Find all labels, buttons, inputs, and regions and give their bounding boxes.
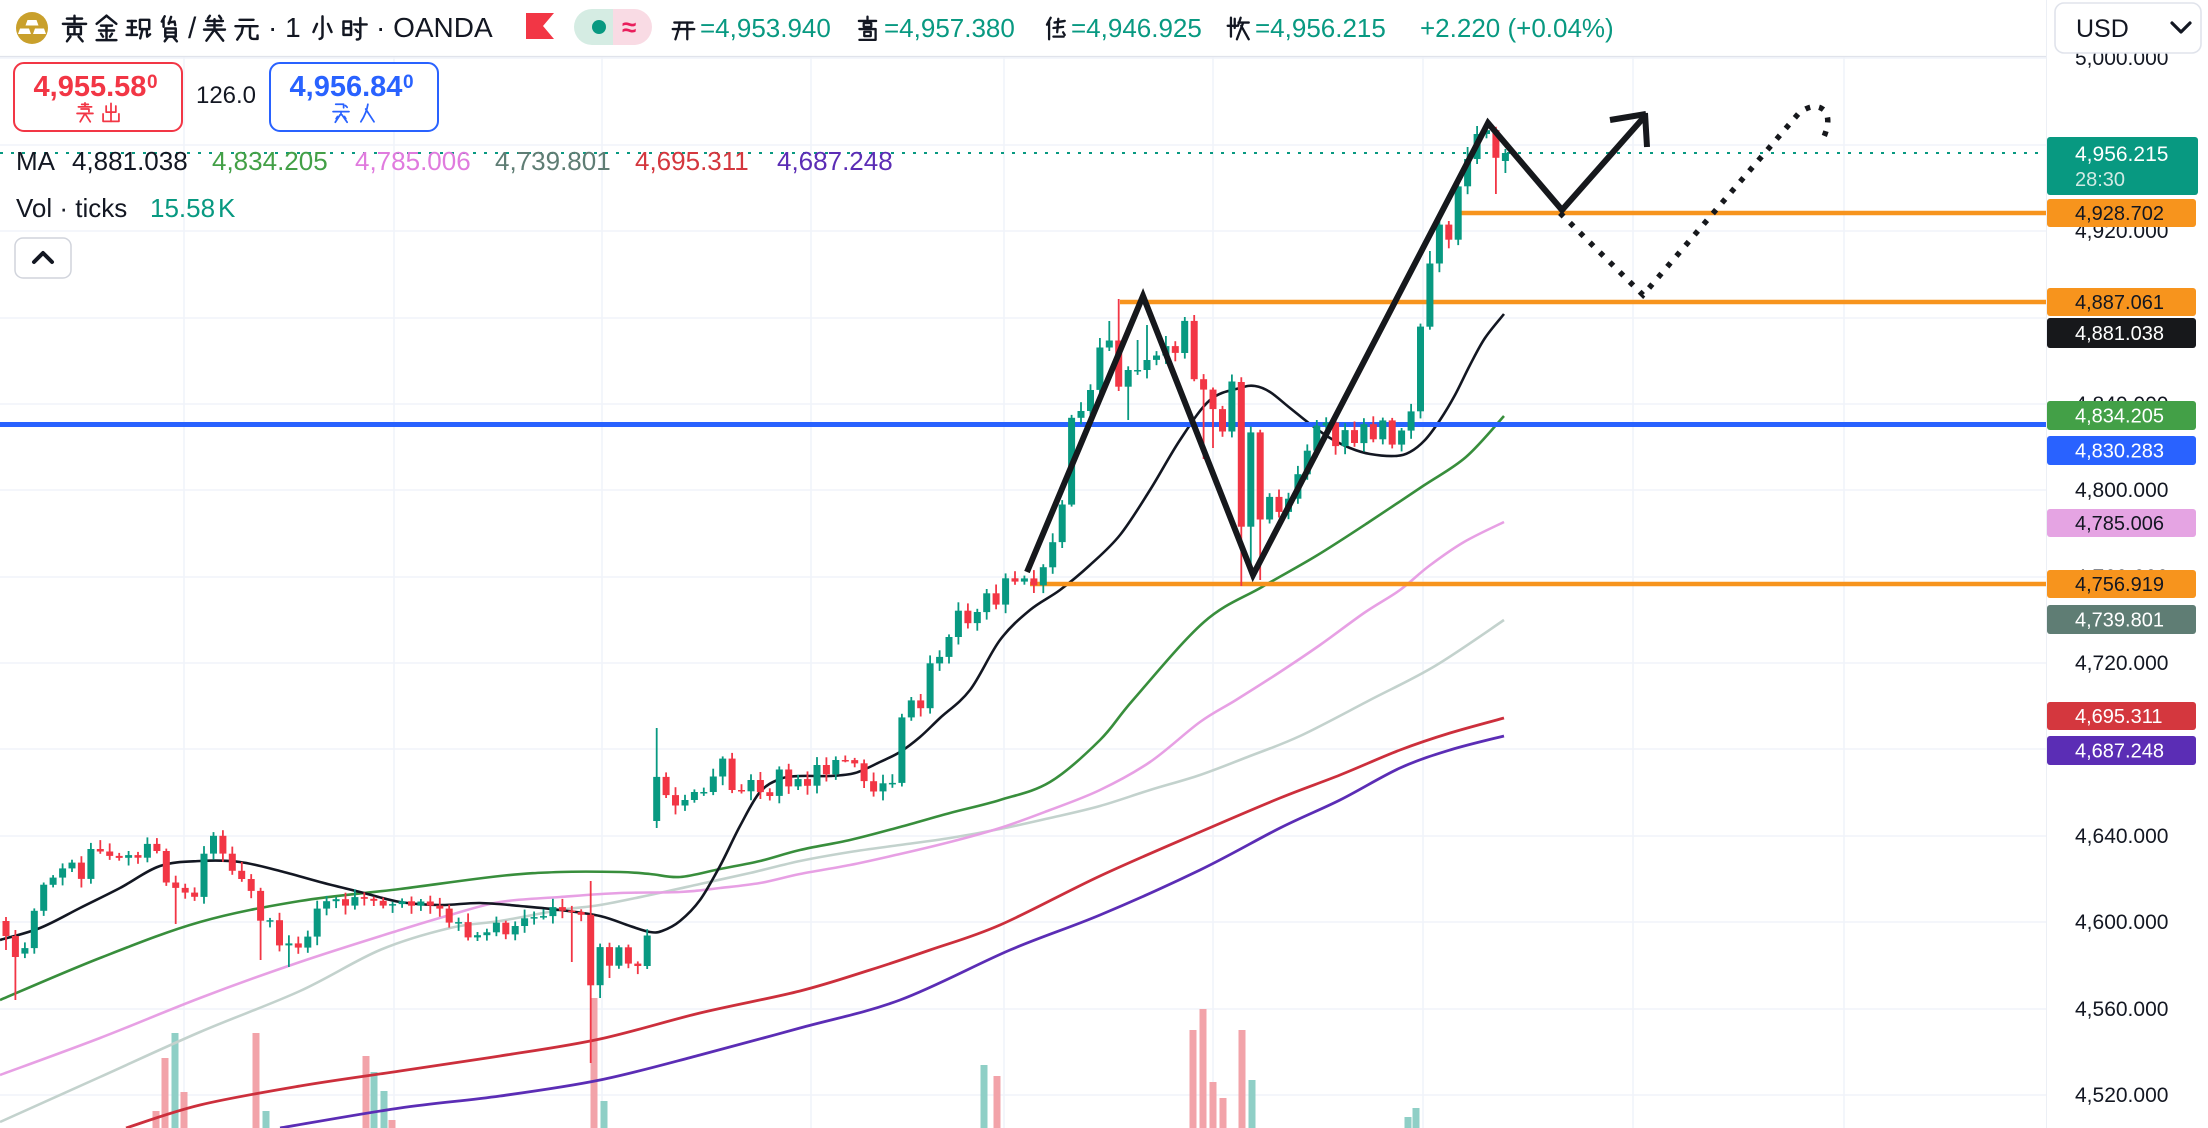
svg-text:4,834.205: 4,834.205	[2075, 406, 2164, 428]
svg-text:4,695.311: 4,695.311	[635, 146, 749, 176]
svg-text:=4,956.215: =4,956.215	[1255, 13, 1386, 43]
svg-text:0: 0	[403, 72, 414, 93]
svg-text:4,881.038: 4,881.038	[2075, 323, 2164, 345]
svg-text:/: /	[188, 12, 197, 45]
svg-text:4,560.000: 4,560.000	[2075, 998, 2168, 1021]
svg-text:4,785.006: 4,785.006	[2075, 513, 2164, 535]
svg-text:28:30: 28:30	[2075, 169, 2125, 191]
svg-text:0: 0	[147, 72, 158, 93]
svg-text:=4,946.925: =4,946.925	[1071, 13, 1202, 43]
svg-text:4,600.000: 4,600.000	[2075, 911, 2168, 934]
svg-text:4,928.702: 4,928.702	[2075, 203, 2164, 225]
svg-text:K: K	[218, 193, 236, 223]
svg-text:=4,953.940: =4,953.940	[700, 13, 831, 43]
svg-text:4,640.000: 4,640.000	[2075, 825, 2168, 848]
svg-text:=4,957.380: =4,957.380	[884, 13, 1015, 43]
svg-text:MA: MA	[16, 146, 56, 176]
svg-text:4,720.000: 4,720.000	[2075, 652, 2168, 675]
svg-text:+2.220 (+0.04%): +2.220 (+0.04%)	[1420, 13, 1614, 43]
svg-text:126.0: 126.0	[196, 82, 256, 109]
svg-text:4,687.248: 4,687.248	[2075, 741, 2164, 763]
svg-text:4,955.58: 4,955.58	[34, 71, 147, 103]
svg-text:15.58: 15.58	[150, 193, 215, 223]
svg-text:4,956.215: 4,956.215	[2075, 143, 2168, 166]
svg-text:4,785.006: 4,785.006	[355, 146, 471, 176]
svg-text:USD: USD	[2076, 15, 2129, 43]
svg-text:4,739.801: 4,739.801	[495, 146, 611, 176]
svg-text:· 1: · 1	[268, 12, 301, 43]
svg-text:4,756.919: 4,756.919	[2075, 574, 2164, 596]
svg-text:4,956.84: 4,956.84	[290, 71, 403, 103]
svg-text:4,520.000: 4,520.000	[2075, 1084, 2168, 1107]
svg-text:4,800.000: 4,800.000	[2075, 479, 2168, 502]
svg-text:4,687.248: 4,687.248	[777, 146, 893, 176]
svg-text:4,887.061: 4,887.061	[2075, 292, 2164, 314]
svg-text:≈: ≈	[622, 12, 636, 42]
svg-text:4,695.311: 4,695.311	[2075, 706, 2163, 728]
svg-text:4,830.283: 4,830.283	[2075, 441, 2164, 463]
svg-text:Vol · ticks: Vol · ticks	[16, 193, 127, 223]
svg-text:4,834.205: 4,834.205	[212, 146, 328, 176]
svg-text:· OANDA: · OANDA	[376, 12, 493, 43]
svg-text:4,739.801: 4,739.801	[2075, 610, 2164, 632]
svg-text:4,881.038: 4,881.038	[72, 146, 188, 176]
